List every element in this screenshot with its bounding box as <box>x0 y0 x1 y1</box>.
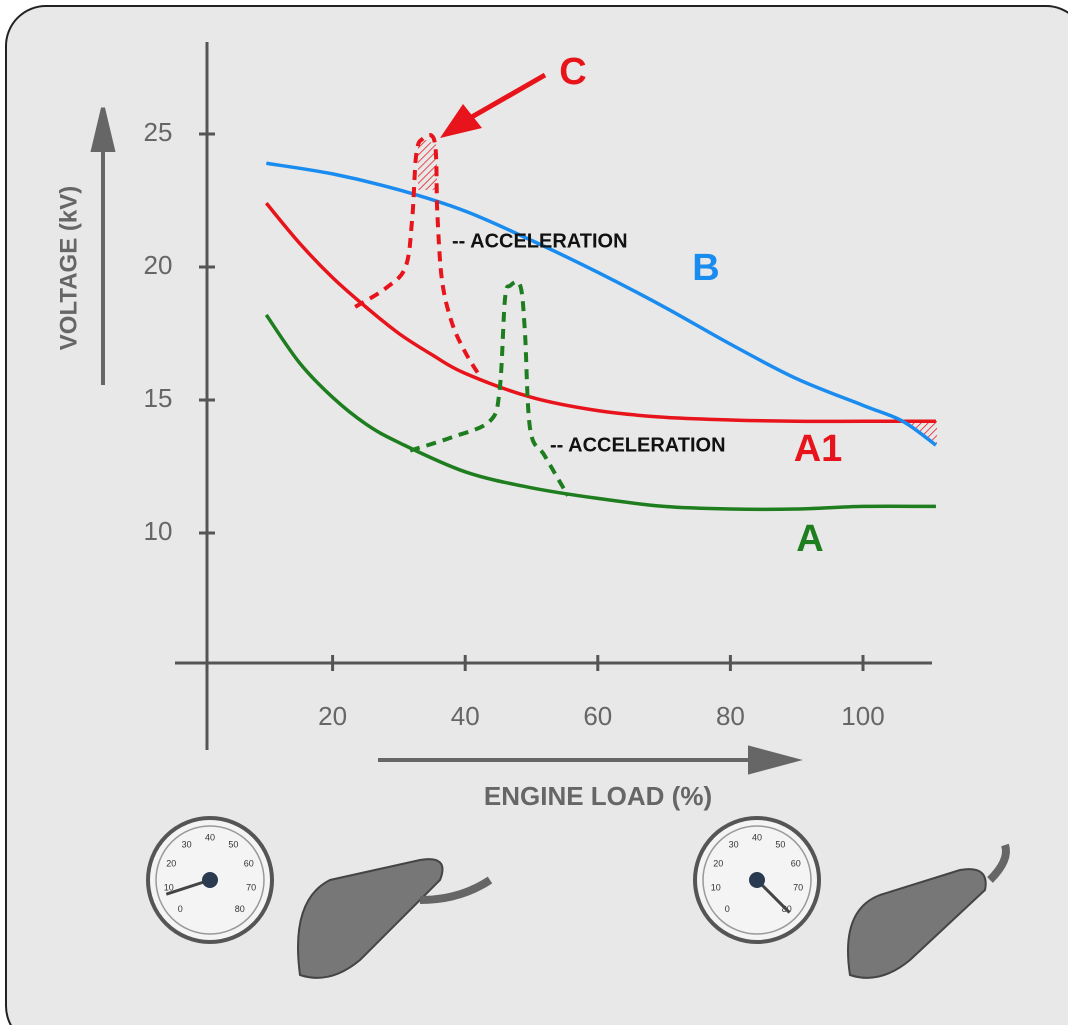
y-tick-label: 25 <box>144 117 173 147</box>
gauge-label: 0 <box>178 904 183 914</box>
gauge-label: 60 <box>791 858 801 868</box>
series-label: A <box>796 518 823 560</box>
gauge-hub <box>202 872 218 888</box>
x-tick-label: 20 <box>318 701 347 731</box>
gauge-label: 20 <box>713 858 723 868</box>
gauge-label: 10 <box>711 883 721 893</box>
series-label: A1 <box>794 428 843 470</box>
gauge-label: 70 <box>793 883 803 893</box>
gauge-hub <box>749 872 765 888</box>
y-axis-label: VOLTAGE (kV) <box>55 186 82 350</box>
y-tick-label: 10 <box>144 516 173 546</box>
y-tick-label: 20 <box>144 250 173 280</box>
gauge-label: 50 <box>775 839 785 849</box>
chart: VOLTAGE (kV) ENGINE LOAD (%) 20406080100… <box>0 0 1068 1025</box>
gauge-label: 30 <box>182 839 192 849</box>
hatch <box>418 140 437 190</box>
gauge-label: 0 <box>725 904 730 914</box>
gauge-label: 40 <box>205 832 215 842</box>
x-tick-label: 100 <box>841 701 884 731</box>
gauge-label: 70 <box>246 883 256 893</box>
gauge-label: 30 <box>729 839 739 849</box>
x-axis-label: ENGINE LOAD (%) <box>484 781 712 811</box>
series-label: B <box>692 247 719 289</box>
gauge-label: 80 <box>235 904 245 914</box>
x-tick-label: 40 <box>451 701 480 731</box>
annotation: C <box>559 51 586 93</box>
x-tick-label: 80 <box>716 701 745 731</box>
annotation: -- ACCELERATION <box>550 434 726 456</box>
gauge-label: 20 <box>166 858 176 868</box>
gauge-label: 50 <box>228 839 238 849</box>
x-tick-label: 60 <box>583 701 612 731</box>
annotation: -- ACCELERATION <box>452 230 628 252</box>
gauge-label: 40 <box>752 832 762 842</box>
y-tick-label: 15 <box>144 383 173 413</box>
gauge-label: 60 <box>244 858 254 868</box>
